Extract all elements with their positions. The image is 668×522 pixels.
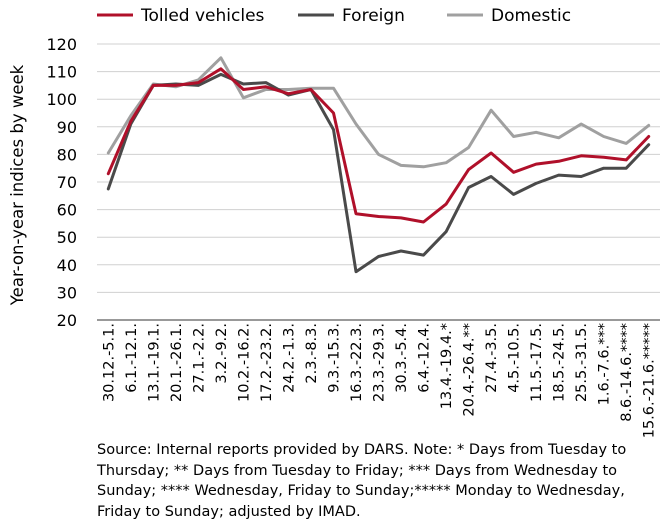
- x-tick-label: 13.4.-19.4.*: [439, 323, 455, 409]
- x-tick-label: 15.6.-21.6.*****: [642, 323, 658, 438]
- x-tick-label: 27.4.-3.5.: [484, 323, 500, 393]
- line-chart: Tolled vehicles Foreign Domestic Year-on-y…: [8, 6, 660, 438]
- x-tick-label: 11.5.-17.5.: [529, 323, 545, 402]
- x-tick-label: 30.12.-5.1.: [101, 323, 117, 402]
- x-tick-label: 10.2.-16.2.: [236, 323, 252, 402]
- y-tick-label: 30: [57, 283, 77, 302]
- x-tick-label: 30.3.-5.4.: [394, 323, 410, 393]
- x-tick-label: 18.5.-24.5.: [552, 323, 568, 402]
- series-line-tolled-vehicles: [106, 67, 651, 224]
- legend: Tolled vehicles Foreign Domestic: [97, 6, 571, 26]
- x-tick-label: 4.5.-10.5.: [507, 323, 523, 393]
- x-tick-label: 20.1.-26.1.: [169, 323, 185, 402]
- y-tick-label: 80: [57, 145, 77, 164]
- x-tick-label: 24.2.-1.3.: [281, 323, 297, 393]
- y-tick-label: 90: [57, 118, 77, 137]
- series-lines: [106, 56, 651, 274]
- y-tick-label: 110: [46, 63, 77, 82]
- legend-item: Tolled vehicles: [97, 6, 265, 26]
- x-tick-label: 23.3.-29.3.: [372, 323, 388, 402]
- y-tick-label: 50: [57, 228, 77, 247]
- y-tick-label: 40: [57, 256, 77, 275]
- x-tick-label: 13.1.-19.1.: [146, 323, 162, 402]
- x-tick-label: 16.3.-22.3.: [349, 323, 365, 402]
- legend-label: Foreign: [342, 6, 405, 26]
- series-line-foreign: [106, 72, 651, 274]
- x-tick-label: 6.1.-12.1.: [124, 323, 140, 393]
- y-tick-label: 70: [57, 173, 77, 192]
- y-tick-label: 60: [57, 201, 77, 220]
- series-line-domestic: [106, 56, 651, 169]
- legend-item: Foreign: [298, 6, 405, 26]
- legend-label: Domestic: [491, 6, 571, 26]
- y-tick-label: 20: [57, 311, 77, 330]
- x-tick-label: 25.5.-31.5.: [574, 323, 590, 402]
- x-tick-label: 9.3.-15.3.: [326, 323, 342, 393]
- y-tick-label: 120: [46, 35, 77, 54]
- y-tick-label: 100: [46, 90, 77, 109]
- x-tick-label: 3.2.-9.2.: [214, 323, 230, 384]
- x-tick-label: 8.6.-14.6.****: [619, 323, 635, 422]
- legend-item: Domestic: [447, 6, 571, 26]
- x-tick-label: 17.2.-23.2.: [259, 323, 275, 402]
- source-note: Source: Internal reports provided by DAR…: [97, 442, 627, 520]
- y-axis-label: Year-on-year indices by week: [8, 64, 27, 306]
- x-tick-label: 6.4.-12.4.: [417, 323, 433, 393]
- x-tick-labels: 30.12.-5.1. 6.1.-12.1. 13.1.-19.1. 20.1.-26…: [101, 323, 657, 438]
- x-tick-label: 1.6.-7.6.***: [597, 323, 613, 405]
- x-tick-label: 20.4.-26.4.**: [462, 323, 478, 417]
- y-tick-labels: 20 30 40 50 60 70 80 90 100 110 120: [46, 35, 77, 330]
- x-tick-label: 27.1.-2.2.: [191, 323, 207, 393]
- legend-label: Tolled vehicles: [140, 6, 265, 26]
- x-tick-label: 2.3.-8.3.: [304, 323, 320, 384]
